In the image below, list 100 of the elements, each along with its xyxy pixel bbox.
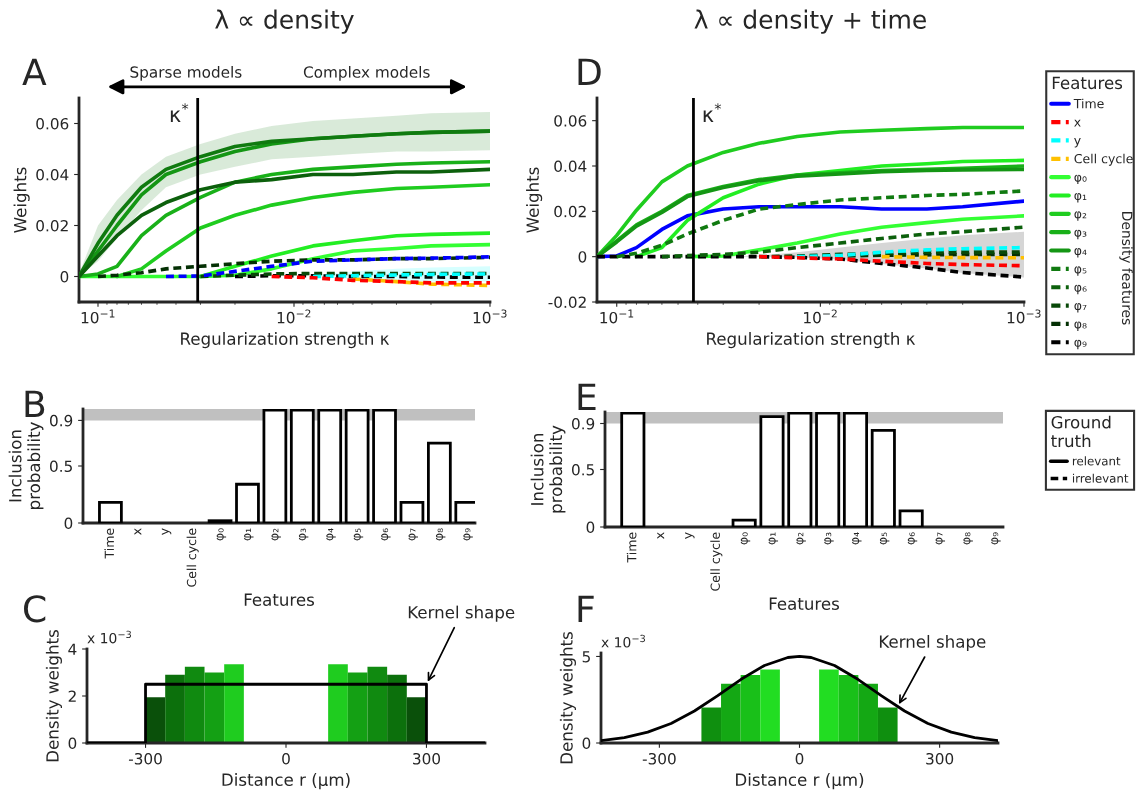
x-tick-label: y xyxy=(161,528,172,535)
annotation: Kernel shape xyxy=(408,605,515,622)
text: C xyxy=(24,595,46,623)
chart-title: λ ∝ density + time xyxy=(694,9,926,34)
chart-title: λ ∝ density xyxy=(215,9,354,34)
y-tick-label: 0.04 xyxy=(554,160,587,173)
y-tick-label: 0.02 xyxy=(554,205,586,218)
x-tick-label: Cell cycle xyxy=(186,528,199,587)
legend-label: Cell cycle xyxy=(1074,153,1133,166)
y-axis-title: Density weights xyxy=(45,630,62,762)
y-axis-title: Weights xyxy=(526,167,543,233)
x-tick-label: φ₈ xyxy=(435,528,446,541)
x-tick-label: φ₇ xyxy=(408,528,418,541)
x-tick-label: 10$^{−1}$ xyxy=(600,309,634,324)
x-tick-label: φ₃ xyxy=(824,532,834,545)
x-tick-label: 10$^{−3}$ xyxy=(1007,309,1041,324)
x-axis-title: Regularization strength κ xyxy=(707,332,916,349)
y-tick-label: 0.9 xyxy=(571,417,595,430)
legend-label: φ₄ xyxy=(1074,248,1087,258)
legend-label: Time xyxy=(1073,98,1104,109)
text: Ground truth xyxy=(1051,415,1111,448)
x-tick-label: φ₈ xyxy=(963,532,973,545)
y-axis-title: Inclusion probability xyxy=(8,422,44,509)
y-tick-label: 0.9 xyxy=(49,414,73,427)
x-tick-label: φ₅ xyxy=(879,532,890,545)
text: B xyxy=(25,390,45,417)
x-tick-label: 10$^{−3}$ xyxy=(473,309,507,324)
text: D xyxy=(578,58,601,85)
x-tick-label: φ₄ xyxy=(326,528,336,541)
x-tick-label: φ₂ xyxy=(796,532,806,545)
y-tick-label: 2 xyxy=(68,690,76,702)
x-axis-title: Distance r (μm) xyxy=(222,773,350,790)
y-tick-label: 0.06 xyxy=(554,115,587,127)
x-tick-label: φ₄ xyxy=(852,532,862,545)
x-tick-label: φ₃ xyxy=(298,528,309,541)
text: irrelevant xyxy=(1072,473,1129,483)
legend-label: φ₁ xyxy=(1074,192,1087,203)
x-tick-label: Time xyxy=(104,528,115,559)
text: relevant xyxy=(1072,456,1121,466)
y-tick-label: 0.04 xyxy=(36,168,69,181)
legend-label: φ₅ xyxy=(1074,266,1087,276)
legend-label: φ₃ xyxy=(1074,229,1087,240)
y-axis-title: Inclusion probability xyxy=(530,425,566,513)
text: Density features xyxy=(1119,212,1133,325)
x-tick-label: φ₉ xyxy=(463,528,473,541)
legend-label: y xyxy=(1074,137,1081,148)
y-tick-label: 0 xyxy=(578,251,587,263)
legend-label: φ₂ xyxy=(1074,211,1087,221)
x-tick-label: y xyxy=(685,532,695,539)
legend-title: Features xyxy=(1052,76,1123,90)
x-tick-label: φ₆ xyxy=(907,532,918,545)
x-tick-label: 300 xyxy=(413,752,441,765)
text: Complex models xyxy=(303,65,430,81)
x-tick-label: Cell cycle xyxy=(710,532,723,591)
x-axis-title: Features xyxy=(769,597,840,610)
x-tick-label: φ₉ xyxy=(991,532,1001,545)
ref-line-label: κ$^{*}$ xyxy=(703,103,722,122)
x-tick-label: φ₁ xyxy=(768,532,779,545)
legend-label: φ₆ xyxy=(1074,284,1087,295)
x-tick-label: -300 xyxy=(128,752,162,765)
text: A xyxy=(22,58,47,85)
y-tick-label: 0 xyxy=(582,737,591,750)
x-tick-label: 300 xyxy=(926,752,954,765)
x-tick-label: 0 xyxy=(795,752,804,765)
x-tick-label: φ₀ xyxy=(216,528,227,541)
y-tick-label: 0 xyxy=(60,270,69,283)
x-axis-title: Distance r (μm) xyxy=(736,773,864,790)
x-tick-label: 10$^{−2}$ xyxy=(804,309,837,324)
y-tick-label: 5 xyxy=(582,651,590,663)
y-tick-label: 4 xyxy=(68,643,77,655)
y-axis-title: Weights xyxy=(13,167,30,233)
x-tick-label: 0 xyxy=(282,752,290,765)
x-tick-label: φ₅ xyxy=(353,528,364,541)
x-tick-label: x xyxy=(134,528,142,535)
text: x 10$^{−3}$ xyxy=(87,630,131,644)
x-tick-label: φ₆ xyxy=(381,528,391,541)
legend-label: φ₉ xyxy=(1074,339,1087,350)
y-tick-label: 0.5 xyxy=(49,460,72,473)
x-axis-title: Features xyxy=(244,593,315,606)
y-tick-label: 0 xyxy=(68,737,77,750)
legend-label: φ₀ xyxy=(1074,174,1087,185)
y-tick-label: -0.02 xyxy=(548,296,586,309)
legend-label: x xyxy=(1074,119,1081,127)
text: x 10$^{−3}$ xyxy=(601,634,645,648)
x-tick-label: -300 xyxy=(642,752,676,765)
x-tick-label: Time xyxy=(626,532,637,563)
x-tick-label: φ₁ xyxy=(244,528,254,541)
ref-line-label: κ$^{*}$ xyxy=(170,103,189,122)
text: E xyxy=(578,383,596,410)
y-tick-label: 0.02 xyxy=(36,219,68,232)
x-axis-title: Regularization strength κ xyxy=(181,332,390,349)
legend-label: φ₈ xyxy=(1074,321,1087,331)
x-tick-label: x xyxy=(657,532,665,539)
x-tick-label: φ₇ xyxy=(935,532,946,545)
x-tick-label: φ₀ xyxy=(740,532,751,545)
text: F xyxy=(578,595,594,622)
y-tick-label: 0.5 xyxy=(571,463,594,476)
annotation: Kernel shape xyxy=(879,634,986,652)
x-tick-label: 10$^{−1}$ xyxy=(81,309,115,324)
y-axis-title: Density weights xyxy=(559,632,576,764)
